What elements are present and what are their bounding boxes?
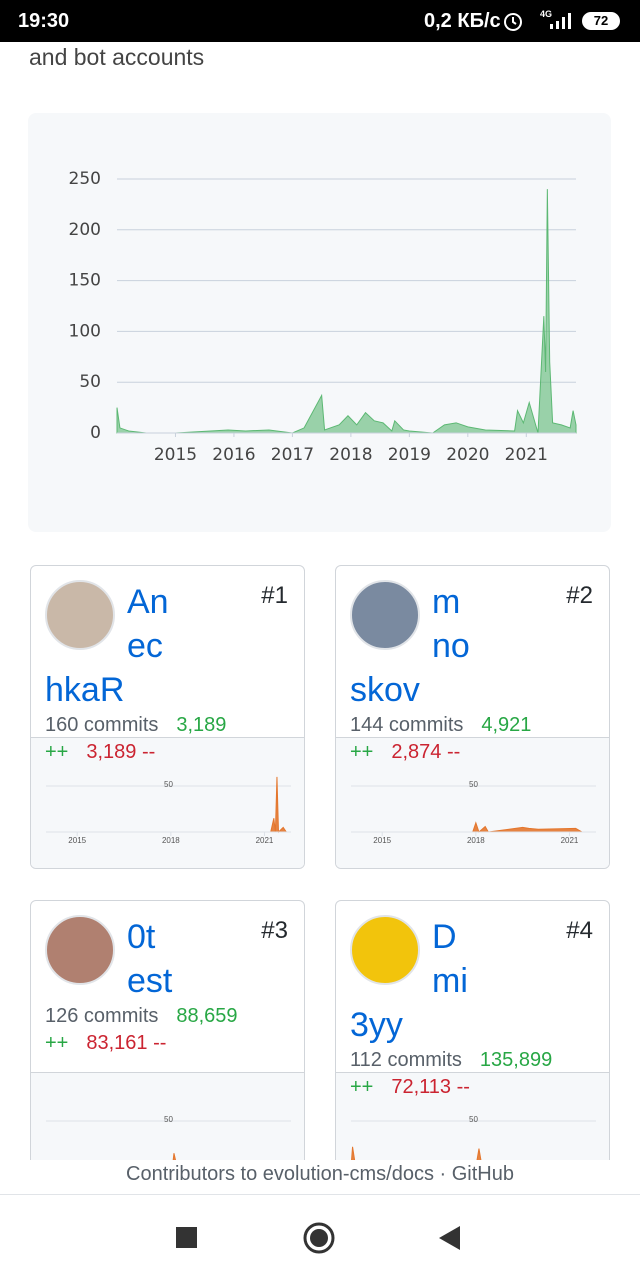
battery: 72 (582, 12, 620, 30)
y-tick-label: 0 (90, 423, 101, 443)
avatar (45, 580, 115, 650)
stats: 126 commits 88,659 ++ 83,161 -- (45, 1003, 304, 1057)
signal-icon (550, 13, 571, 29)
recents-button[interactable] (176, 1227, 197, 1248)
y-tick-label: 50 (164, 780, 173, 789)
card-header: AnechkaR #1 160 commits 3,189 ++ 3,189 -- (31, 566, 304, 763)
alarm-icon (504, 13, 522, 31)
commit-count: 144 commits (350, 714, 464, 736)
commit-count: 126 commits (45, 1005, 159, 1027)
stats: 144 commits 4,921 ++ 2,874 -- (350, 712, 609, 766)
time: 19:30 (18, 10, 70, 32)
main-chart-box: 0 50 100 150 200 250 2015 2016 2017 2018 2019 2020 2… (28, 113, 611, 532)
y-tick-label: 100 (69, 321, 101, 341)
x-tick-label: 2017 (271, 445, 314, 465)
x-tick-label: 2018 (162, 836, 180, 845)
x-tick-label: 2019 (388, 445, 431, 465)
deletions: 3,189 -- (86, 741, 156, 763)
x-tick-label: 2020 (446, 445, 489, 465)
contributor-name[interactable]: Dmi3yy (350, 918, 468, 1044)
card-header: mnoskov #2 144 commits 4,921 ++ 2,874 -- (336, 566, 609, 763)
x-tick-label: 2018 (329, 445, 372, 465)
y-tick-label: 50 (469, 1115, 478, 1124)
divider (0, 1194, 640, 1195)
deletions: 2,874 -- (391, 741, 461, 763)
x-tick-label: 2018 (467, 836, 485, 845)
deletions: 83,161 -- (86, 1032, 167, 1054)
contributor-chart: 50 2015 2018 2021 (31, 737, 304, 868)
y-tick-label: 50 (79, 372, 101, 392)
back-button[interactable] (439, 1226, 460, 1250)
avatar (45, 915, 115, 985)
main-chart: 0 50 100 150 200 250 2015 2016 2017 2018 2019 2020 2… (69, 169, 577, 465)
y-tick-label: 200 (69, 220, 101, 240)
contributor-card: mnoskov #2 144 commits 4,921 ++ 2,874 -- 50 20… (335, 565, 610, 869)
heading: and bot accounts (29, 44, 205, 70)
stats: 112 commits 135,899 ++ 72,113 -- (350, 1047, 609, 1101)
card-header: Dmi3yy #4 112 commits 135,899 ++ 72,113 -- (336, 901, 609, 1098)
nav-bar (176, 1222, 460, 1254)
rank: #4 (566, 917, 593, 944)
contributor-card: AnechkaR #1 160 commits 3,189 ++ 3,189 -- 50 2… (30, 565, 305, 869)
y-tick-label: 250 (69, 169, 101, 189)
rank: #1 (261, 582, 288, 609)
x-tick-label: 2021 (505, 445, 548, 465)
network-speed: 0,2 КБ/с (424, 10, 501, 32)
contributor-name[interactable]: mnoskov (350, 583, 470, 709)
additions: 4,921 ++ (350, 714, 532, 763)
network-type: 4G (540, 9, 553, 19)
stats: 160 commits 3,189 ++ 3,189 -- (45, 712, 304, 766)
area (472, 821, 584, 833)
home-button-dot (310, 1229, 328, 1247)
avatar (350, 580, 420, 650)
x-tick-label: 2021 (256, 836, 274, 845)
card-header: 0test #3 126 commits 88,659 ++ 83,161 -- (31, 901, 304, 1072)
rank: #2 (566, 582, 593, 609)
rank: #3 (261, 917, 288, 944)
commit-count: 160 commits (45, 714, 159, 736)
x-tick-label: 2016 (212, 445, 255, 465)
additions: 3,189 ++ (45, 714, 227, 763)
contributor-name[interactable]: 0test (127, 918, 173, 1000)
area (116, 189, 577, 434)
contributor-list: AnechkaR #1 160 commits 3,189 ++ 3,189 -- 50 2… (0, 560, 640, 1160)
status-bar: 19:30 0,2 КБ/с 4G 72 (0, 0, 640, 42)
y-tick-label: 150 (69, 271, 101, 291)
area (351, 1146, 482, 1160)
contributor-card: Dmi3yy #4 112 commits 135,899 ++ 72,113 -- 50… (335, 900, 610, 1160)
x-tick-label: 2015 (373, 836, 391, 845)
x-tick-label: 2015 (154, 445, 197, 465)
contributor-chart: 50 2015 2018 2021 (336, 737, 609, 868)
y-tick-label: 50 (469, 780, 478, 789)
y-tick-label: 50 (164, 1115, 173, 1124)
area (172, 1153, 177, 1160)
commit-count: 112 commits (350, 1049, 462, 1071)
area (270, 776, 288, 834)
additions: 135,899 ++ (350, 1049, 553, 1098)
additions: 88,659 ++ (45, 1005, 238, 1054)
page-footer: Contributors to evolution-cms/docs · Git… (126, 1163, 514, 1185)
x-tick-label: 2015 (68, 836, 86, 845)
contributor-name[interactable]: AnechkaR (45, 583, 169, 709)
home-button[interactable] (303, 1222, 335, 1254)
x-tick-label: 2021 (561, 836, 579, 845)
deletions: 72,113 -- (391, 1076, 470, 1098)
avatar (350, 915, 420, 985)
